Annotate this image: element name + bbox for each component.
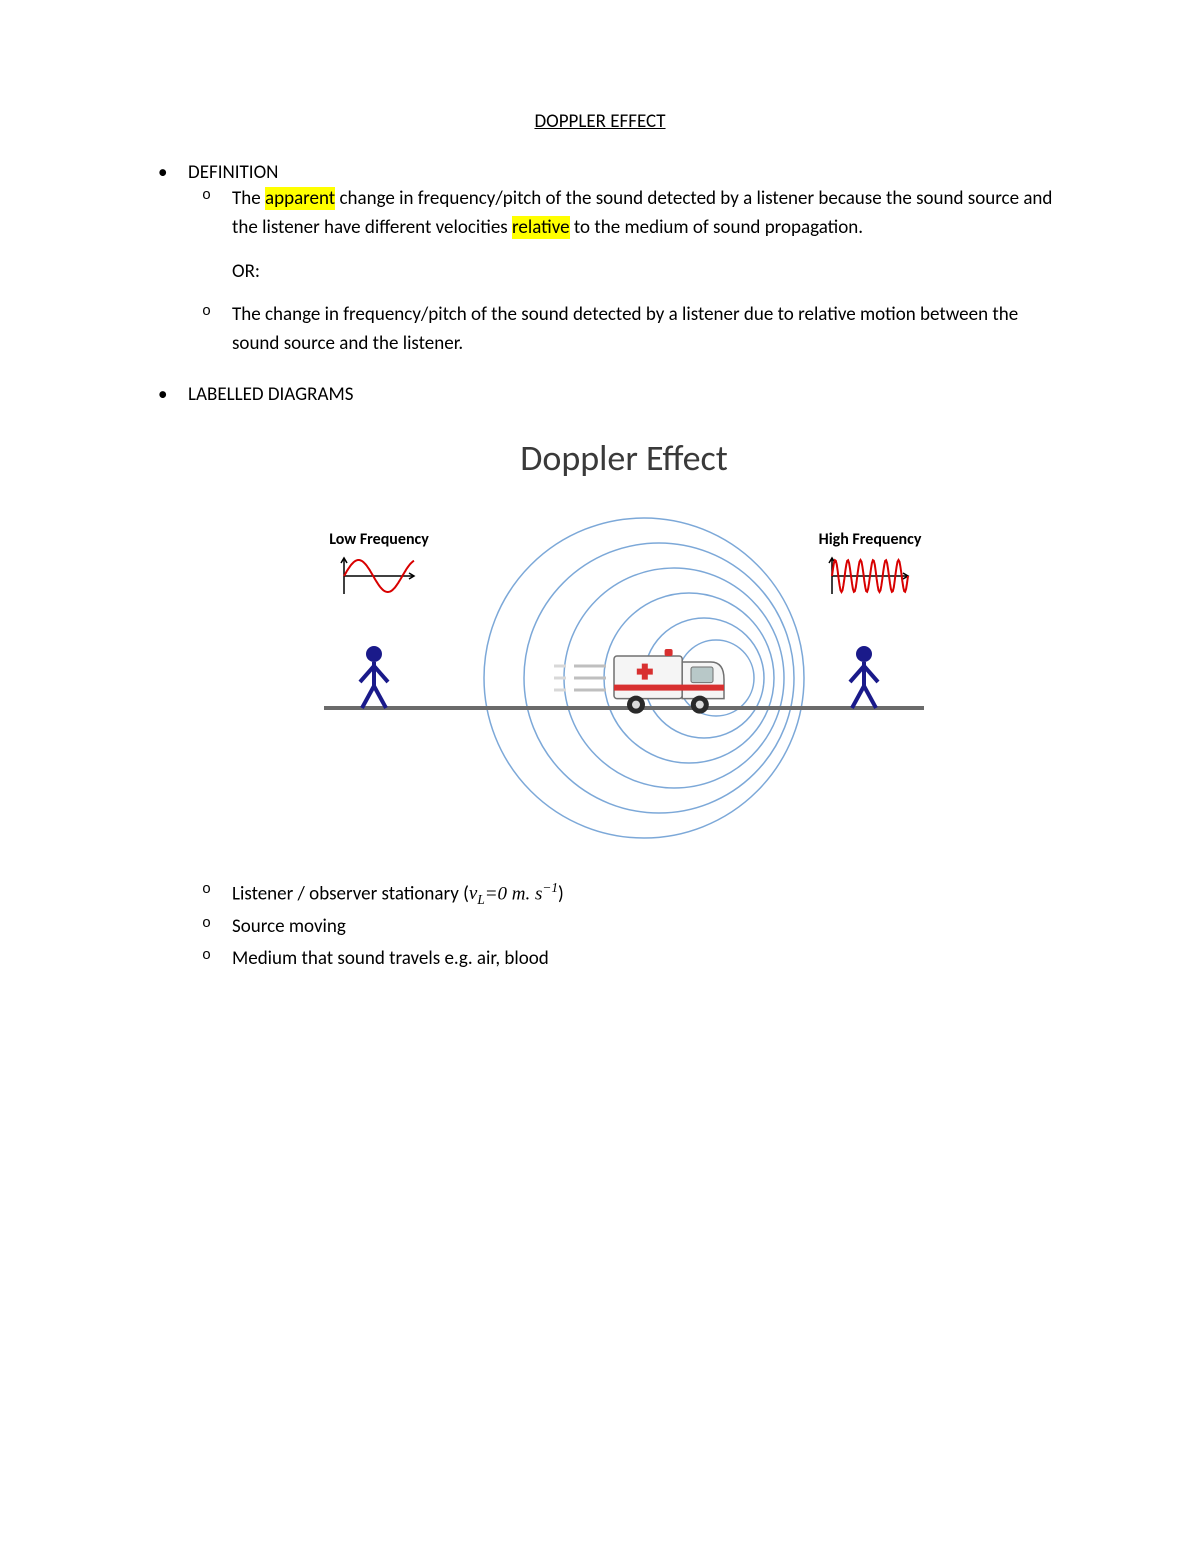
doppler-diagram: Doppler Effect Low Frequency High F [264, 436, 984, 848]
diagrams-heading: LABELLED DIAGRAMS [188, 383, 353, 406]
high-frequency-wave-icon [829, 558, 908, 594]
doppler-svg: Low Frequency High Frequency [284, 508, 964, 848]
high-frequency-label: High Frequency [819, 530, 922, 549]
def1-pre: The [232, 187, 265, 210]
low-frequency-label: Low Frequency [329, 530, 429, 549]
section-definition: DEFINITION The apparent change in freque… [140, 161, 1060, 359]
page-title: DOPPLER EFFECT [140, 110, 1060, 133]
n1-sub: L [477, 892, 484, 907]
n1-pre: Listener / observer stationary ( [232, 882, 469, 905]
n1-exp: −1 [542, 880, 558, 895]
observer-left-icon [360, 646, 388, 708]
definition-item-2: The change in frequency/pitch of the sou… [188, 300, 1060, 359]
definition-sublist: The apparent change in frequency/pitch o… [188, 184, 1060, 359]
def1-highlight-apparent: apparent [265, 187, 335, 210]
n1-mid: =0 m. s [485, 883, 543, 904]
definition-or: OR: [232, 243, 1060, 300]
section-diagrams: LABELLED DIAGRAMS Doppler Effect Low Fre… [140, 383, 1060, 974]
def1-highlight-relative: relative [512, 216, 570, 239]
note-source-moving: Source moving [188, 912, 1060, 941]
motion-lines-icon [554, 666, 606, 690]
diagram-title: Doppler Effect [264, 436, 984, 480]
ambulance-icon [614, 649, 724, 714]
document-page: DOPPLER EFFECT DEFINITION The apparent c… [0, 0, 1200, 1039]
n1-post: ) [558, 882, 564, 905]
observer-right-icon [850, 646, 878, 708]
note-medium: Medium that sound travels e.g. air, bloo… [188, 944, 1060, 973]
definition-heading: DEFINITION [188, 161, 278, 184]
def1-post: to the medium of sound propagation. [570, 216, 863, 239]
low-frequency-wave-icon [341, 558, 414, 594]
definition-item-1: The apparent change in frequency/pitch o… [188, 184, 1060, 300]
main-list: DEFINITION The apparent change in freque… [140, 161, 1060, 973]
note-listener-stationary: Listener / observer stationary (vL=0 m. … [188, 878, 1060, 911]
diagram-notes: Listener / observer stationary (vL=0 m. … [188, 878, 1060, 974]
